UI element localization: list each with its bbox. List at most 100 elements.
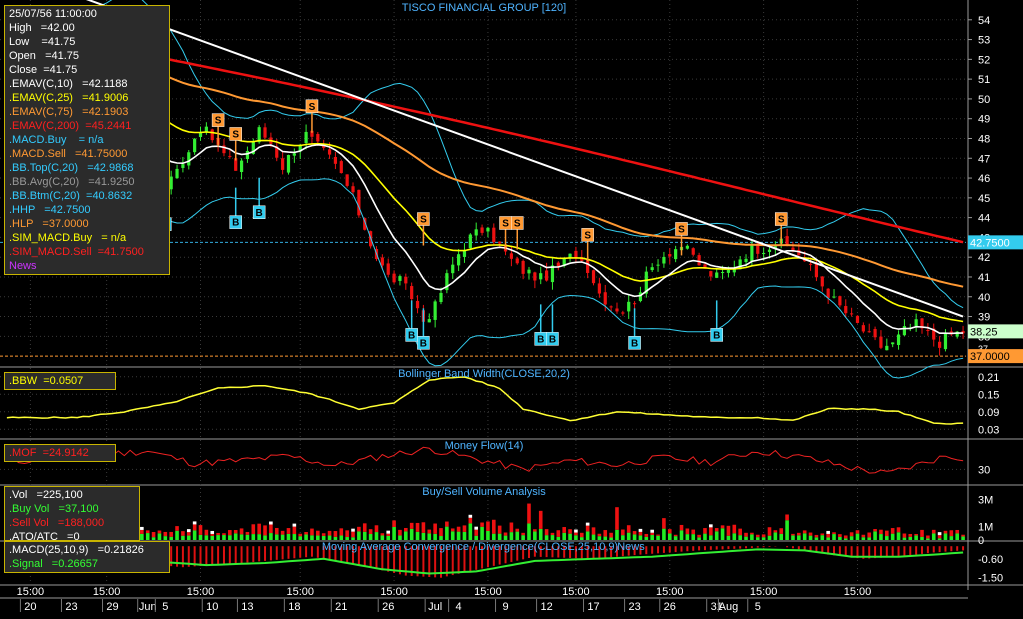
buy-volume-bar[interactable] <box>826 537 830 540</box>
buy-volume-bar[interactable] <box>333 536 338 540</box>
sell-volume-bar[interactable] <box>879 529 883 535</box>
sell-volume-bar[interactable] <box>474 529 479 536</box>
candle-body[interactable] <box>767 249 772 252</box>
buy-volume-bar[interactable] <box>380 535 385 540</box>
buy-volume-bar[interactable] <box>544 535 549 540</box>
sell-volume-bar[interactable] <box>703 528 707 534</box>
sell-volume-bar[interactable] <box>562 527 566 533</box>
buy-volume-bar[interactable] <box>562 532 566 540</box>
buy-volume-bar[interactable] <box>591 534 596 540</box>
sell-volume-bar[interactable] <box>503 532 508 536</box>
buy-volume-bar[interactable] <box>568 533 572 540</box>
sell-volume-bar[interactable] <box>398 529 402 536</box>
candle-body[interactable] <box>281 158 285 170</box>
candle-body[interactable] <box>187 152 191 166</box>
sell-volume-bar[interactable] <box>521 532 525 536</box>
candle-body[interactable] <box>632 303 637 305</box>
candle-body[interactable] <box>832 296 836 298</box>
sell-volume-bar[interactable] <box>192 524 197 531</box>
candle-body[interactable] <box>844 306 848 314</box>
buy-volume-bar[interactable] <box>890 533 895 540</box>
sell-volume-bar[interactable] <box>867 532 872 538</box>
sell-volume-bar[interactable] <box>333 531 338 537</box>
buy-volume-bar[interactable] <box>615 529 619 540</box>
sell-volume-bar[interactable] <box>450 528 455 532</box>
buy-volume-bar[interactable] <box>761 537 766 540</box>
buy-volume-bar[interactable] <box>245 534 250 540</box>
buy-volume-bar[interactable] <box>204 535 209 540</box>
buy-volume-bar[interactable] <box>709 535 713 540</box>
candle-body[interactable] <box>574 250 578 259</box>
sell-volume-bar[interactable] <box>515 528 520 532</box>
candle-body[interactable] <box>445 273 449 291</box>
candle-body[interactable] <box>674 249 678 260</box>
buy-volume-bar[interactable] <box>896 532 901 540</box>
sell-volume-bar[interactable] <box>908 533 913 537</box>
sell-volume-bar[interactable] <box>609 532 613 538</box>
sell-volume-bar[interactable] <box>714 528 719 532</box>
candle-body[interactable] <box>603 292 607 305</box>
candle-body[interactable] <box>175 168 179 179</box>
sell-volume-bar[interactable] <box>755 534 760 538</box>
candle-body[interactable] <box>762 253 766 255</box>
candle-body[interactable] <box>932 328 936 340</box>
sell-volume-bar[interactable] <box>140 529 144 534</box>
sell-volume-bar[interactable] <box>345 530 349 538</box>
sell-volume-bar[interactable] <box>820 533 825 536</box>
sell-volume-bar[interactable] <box>415 522 420 532</box>
sell-volume-bar[interactable] <box>274 527 279 535</box>
buy-volume-bar[interactable] <box>462 531 467 540</box>
buy-volume-bar[interactable] <box>556 536 561 540</box>
candle-body[interactable] <box>773 246 777 249</box>
buy-volume-bar[interactable] <box>198 534 203 540</box>
sell-volume-bar[interactable] <box>263 525 267 536</box>
sell-volume-bar[interactable] <box>615 507 619 530</box>
candle-body[interactable] <box>181 164 185 168</box>
buy-volume-bar[interactable] <box>280 534 285 540</box>
candle-body[interactable] <box>457 254 461 266</box>
buy-volume-bar[interactable] <box>703 533 707 540</box>
buy-signal-marker[interactable] <box>628 336 641 350</box>
sell-volume-bar[interactable] <box>327 530 332 536</box>
buy-volume-bar[interactable] <box>216 535 220 540</box>
buy-volume-bar[interactable] <box>192 530 197 540</box>
sell-volume-bar[interactable] <box>228 530 232 536</box>
buy-volume-bar[interactable] <box>644 536 649 540</box>
sell-volume-bar[interactable] <box>656 534 660 536</box>
buy-volume-bar[interactable] <box>163 536 168 540</box>
buy-volume-bar[interactable] <box>943 533 948 540</box>
sell-volume-bar[interactable] <box>404 527 408 532</box>
buy-volume-bar[interactable] <box>327 535 332 540</box>
candle-body[interactable] <box>239 160 244 173</box>
candle-body[interactable] <box>914 319 918 326</box>
sell-volume-bar[interactable] <box>486 521 490 531</box>
candle-body[interactable] <box>245 151 250 160</box>
sell-volume-bar[interactable] <box>832 532 836 535</box>
buy-volume-bar[interactable] <box>579 537 584 540</box>
sell-volume-bar[interactable] <box>409 522 414 529</box>
candle-body[interactable] <box>544 270 549 281</box>
buy-volume-bar[interactable] <box>186 535 191 540</box>
candle-body[interactable] <box>826 288 830 298</box>
sell-volume-bar[interactable] <box>204 529 209 536</box>
buy-volume-bar[interactable] <box>779 533 784 540</box>
buy-volume-bar[interactable] <box>292 534 297 540</box>
candle-body[interactable] <box>703 264 707 269</box>
buy-volume-bar[interactable] <box>961 536 965 540</box>
buy-volume-bar[interactable] <box>603 536 608 540</box>
sell-volume-bar[interactable] <box>339 528 344 536</box>
sell-volume-bar[interactable] <box>175 526 179 531</box>
sell-volume-bar[interactable] <box>943 530 948 534</box>
candle-body[interactable] <box>298 144 302 152</box>
candle-body[interactable] <box>586 258 590 273</box>
buy-volume-bar[interactable] <box>714 531 719 540</box>
sell-volume-bar[interactable] <box>239 528 244 535</box>
sell-volume-bar[interactable] <box>597 533 602 537</box>
sell-volume-bar[interactable] <box>445 521 449 527</box>
candle-body[interactable] <box>492 227 496 243</box>
sell-volume-bar[interactable] <box>145 530 150 534</box>
sell-volume-bar[interactable] <box>937 535 942 539</box>
buy-volume-bar[interactable] <box>374 532 379 540</box>
candle-body[interactable] <box>351 186 355 193</box>
buy-signal-marker[interactable] <box>229 215 242 229</box>
